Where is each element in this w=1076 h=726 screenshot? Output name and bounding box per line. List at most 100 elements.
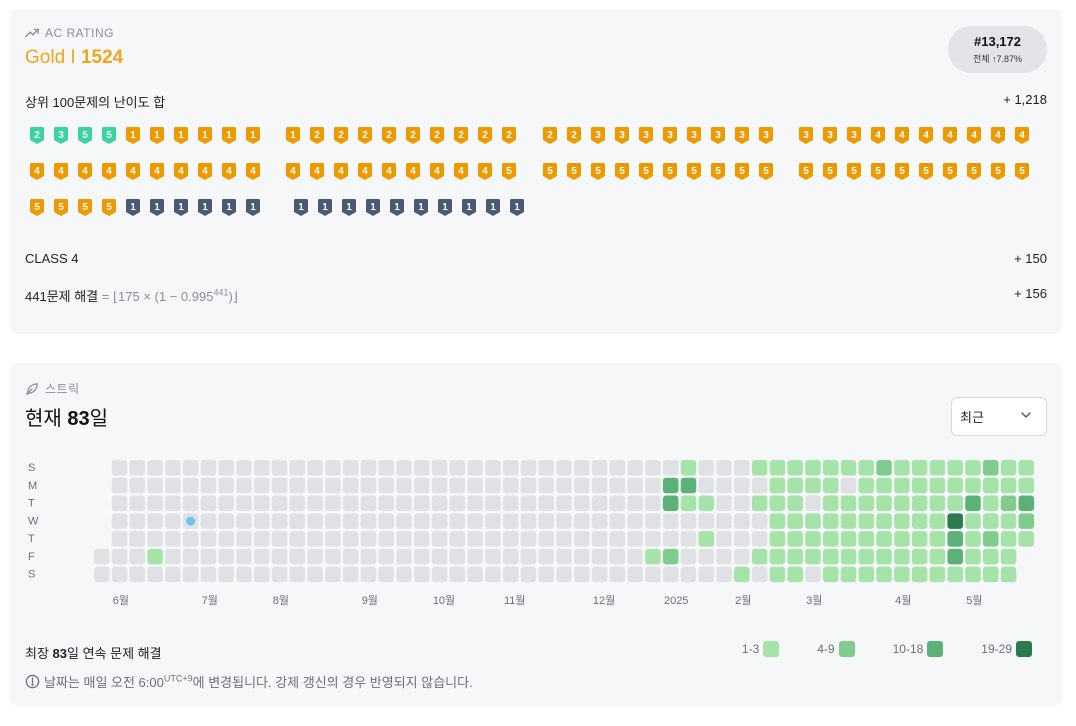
streak-day-cell[interactable] xyxy=(840,460,857,476)
streak-day-cell[interactable] xyxy=(307,566,323,583)
streak-day-cell[interactable] xyxy=(716,495,732,512)
streak-day-cell[interactable] xyxy=(342,531,359,547)
streak-day-cell[interactable] xyxy=(680,477,697,494)
streak-day-cell[interactable] xyxy=(929,548,946,565)
plat-1-tier-icon[interactable]: 1 xyxy=(505,199,529,217)
gold-4-tier-icon[interactable]: 4 xyxy=(449,163,473,181)
streak-day-cell[interactable] xyxy=(947,495,963,512)
streak-day-cell[interactable] xyxy=(520,548,537,565)
silver-5-tier-icon[interactable]: 5 xyxy=(97,127,121,145)
gold-3-tier-icon[interactable]: 3 xyxy=(682,127,706,145)
gold-5-tier-icon[interactable]: 5 xyxy=(938,163,962,181)
streak-day-cell[interactable] xyxy=(876,531,892,547)
streak-day-cell[interactable] xyxy=(414,548,430,565)
streak-day-cell[interactable] xyxy=(147,513,163,529)
streak-day-cell[interactable] xyxy=(680,548,697,565)
streak-day-cell[interactable] xyxy=(787,460,803,476)
streak-day-cell[interactable] xyxy=(111,477,128,494)
gold-4-tier-icon[interactable]: 4 xyxy=(145,163,169,181)
streak-day-cell[interactable] xyxy=(840,548,857,565)
streak-day-cell[interactable] xyxy=(1000,548,1017,565)
streak-day-cell[interactable] xyxy=(858,548,875,565)
streak-day-cell[interactable] xyxy=(360,477,377,494)
gold-5-tier-icon[interactable]: 5 xyxy=(1010,163,1034,181)
streak-day-cell[interactable] xyxy=(396,548,412,565)
streak-day-cell[interactable] xyxy=(983,460,999,476)
plat-1-tier-icon[interactable]: 1 xyxy=(457,199,481,217)
streak-day-cell[interactable] xyxy=(218,548,234,565)
gold-5-tier-icon[interactable]: 5 xyxy=(794,163,818,181)
streak-day-cell[interactable] xyxy=(574,513,590,529)
gold-3-tier-icon[interactable]: 3 xyxy=(634,127,658,145)
streak-day-cell[interactable] xyxy=(822,477,839,494)
streak-day-cell[interactable] xyxy=(342,513,359,529)
streak-day-cell[interactable] xyxy=(218,477,234,494)
streak-day-cell[interactable] xyxy=(645,513,661,529)
streak-day-cell[interactable] xyxy=(414,495,430,512)
streak-day-cell[interactable] xyxy=(947,513,963,529)
streak-day-cell[interactable] xyxy=(716,566,732,583)
streak-day-cell[interactable] xyxy=(1018,460,1035,476)
streak-day-cell[interactable] xyxy=(876,566,892,583)
streak-day-cell[interactable] xyxy=(805,495,821,512)
streak-day-cell[interactable] xyxy=(609,513,626,529)
streak-day-cell[interactable] xyxy=(876,513,892,529)
streak-day-cell[interactable] xyxy=(894,513,910,529)
streak-day-cell[interactable] xyxy=(965,460,981,476)
streak-day-cell[interactable] xyxy=(502,548,519,565)
streak-day-cell[interactable] xyxy=(822,513,839,529)
gold-5-tier-icon[interactable]: 5 xyxy=(842,163,866,181)
gold-5-tier-icon[interactable]: 5 xyxy=(49,199,73,217)
streak-day-cell[interactable] xyxy=(876,477,892,494)
streak-day-cell[interactable] xyxy=(769,548,786,565)
streak-day-cell[interactable] xyxy=(449,566,466,583)
streak-day-cell[interactable] xyxy=(520,460,537,476)
streak-day-cell[interactable] xyxy=(698,513,715,529)
period-select[interactable]: 최근 xyxy=(951,397,1047,436)
plat-1-tier-icon[interactable]: 1 xyxy=(145,199,169,217)
streak-day-cell[interactable] xyxy=(165,460,181,476)
streak-day-cell[interactable] xyxy=(485,513,501,529)
streak-day-cell[interactable] xyxy=(822,531,839,547)
streak-day-cell[interactable] xyxy=(822,460,839,476)
streak-day-cell[interactable] xyxy=(840,477,857,494)
streak-day-cell[interactable] xyxy=(200,477,217,494)
gold-2-tier-icon[interactable]: 2 xyxy=(538,127,562,145)
streak-day-cell[interactable] xyxy=(111,460,128,476)
streak-day-cell[interactable] xyxy=(254,460,270,476)
streak-day-cell[interactable] xyxy=(289,548,306,565)
plat-1-tier-icon[interactable]: 1 xyxy=(337,199,361,217)
streak-day-cell[interactable] xyxy=(822,566,839,583)
streak-day-cell[interactable] xyxy=(876,495,892,512)
streak-day-cell[interactable] xyxy=(200,566,217,583)
streak-day-cell[interactable] xyxy=(645,495,661,512)
streak-day-cell[interactable] xyxy=(947,477,963,494)
streak-day-cell[interactable] xyxy=(520,513,537,529)
streak-day-cell[interactable] xyxy=(254,548,270,565)
streak-day-cell[interactable] xyxy=(218,531,234,547)
streak-day-cell[interactable] xyxy=(218,566,234,583)
streak-day-cell[interactable] xyxy=(307,531,323,547)
streak-day-cell[interactable] xyxy=(414,513,430,529)
gold-2-tier-icon[interactable]: 2 xyxy=(353,127,377,145)
streak-day-cell[interactable] xyxy=(271,548,288,565)
streak-day-cell[interactable] xyxy=(609,495,626,512)
streak-day-cell[interactable] xyxy=(396,566,412,583)
streak-day-cell[interactable] xyxy=(538,531,555,547)
streak-day-cell[interactable] xyxy=(289,460,306,476)
streak-day-cell[interactable] xyxy=(147,548,163,565)
streak-day-cell[interactable] xyxy=(111,566,128,583)
streak-day-cell[interactable] xyxy=(822,495,839,512)
streak-day-cell[interactable] xyxy=(254,566,270,583)
gold-4-tier-icon[interactable]: 4 xyxy=(377,163,401,181)
streak-day-cell[interactable] xyxy=(1018,477,1035,494)
streak-day-cell[interactable] xyxy=(307,460,323,476)
streak-day-cell[interactable] xyxy=(965,531,981,547)
gold-2-tier-icon[interactable]: 2 xyxy=(497,127,521,145)
streak-day-cell[interactable] xyxy=(165,548,181,565)
streak-day-cell[interactable] xyxy=(520,566,537,583)
streak-day-cell[interactable] xyxy=(414,531,430,547)
streak-day-cell[interactable] xyxy=(645,531,661,547)
streak-day-cell[interactable] xyxy=(662,495,679,512)
streak-day-cell[interactable] xyxy=(787,477,803,494)
